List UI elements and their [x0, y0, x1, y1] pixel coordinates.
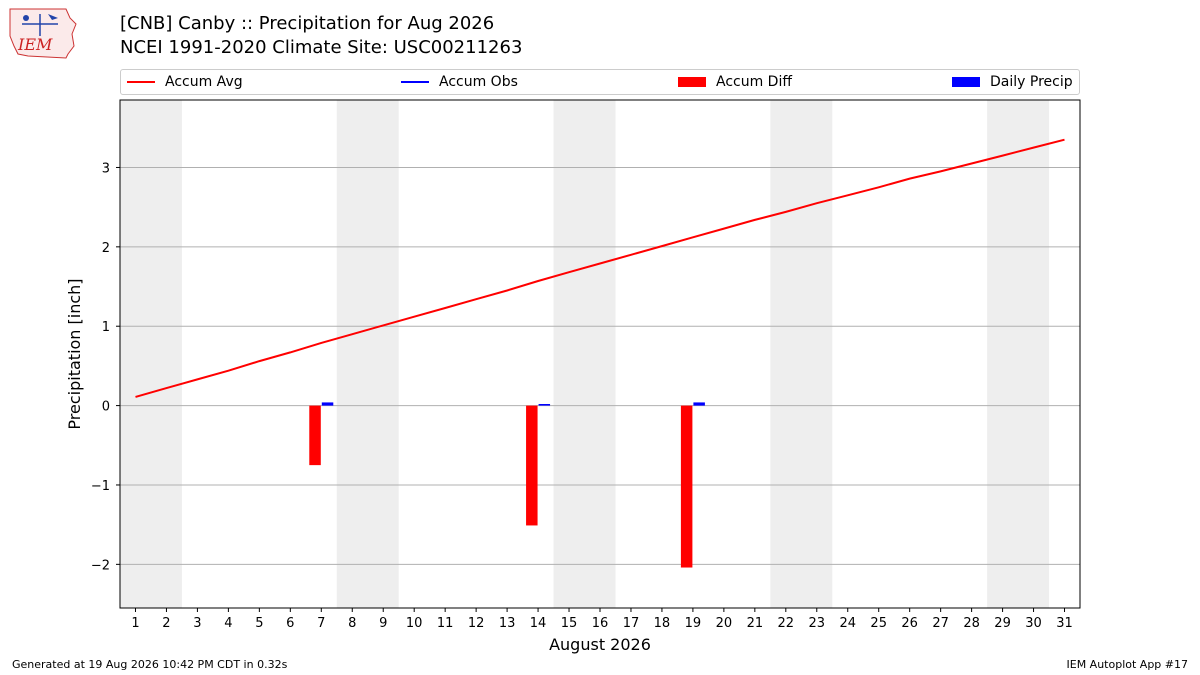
- weekend-shade-4: [770, 100, 833, 608]
- x-tick-label-11: 11: [437, 616, 454, 631]
- x-tick-label-17: 17: [623, 616, 640, 631]
- legend-label-daily-precip: Daily Precip: [990, 74, 1073, 90]
- x-tick-label-3: 3: [193, 616, 201, 631]
- accum-avg-line: [135, 138, 1065, 398]
- weekend-shade-5: [987, 100, 1050, 608]
- accum-diff-bar-19: [680, 405, 693, 568]
- x-tick-label-29: 29: [994, 616, 1011, 631]
- x-tick-label-22: 22: [778, 616, 795, 631]
- legend-swatch-accum-obs: [401, 81, 429, 83]
- x-tick-label-2: 2: [162, 616, 170, 631]
- y-tick-label-3: 3: [102, 161, 110, 176]
- x-tick-label-6: 6: [286, 616, 294, 631]
- legend-label-accum-diff: Accum Diff: [716, 74, 793, 90]
- legend-label-accum-avg: Accum Avg: [165, 74, 243, 90]
- legend-item-daily-precip: Daily Precip: [952, 70, 1073, 94]
- daily-precip-bar-14: [538, 404, 551, 406]
- chart-subtitle: NCEI 1991-2020 Climate Site: USC00211263: [120, 37, 523, 58]
- y-tick-label--2: −2: [91, 558, 110, 573]
- iem-logo: IEM: [9, 8, 77, 59]
- y-tick-label-0: 0: [102, 400, 110, 415]
- x-tick-label-25: 25: [870, 616, 887, 631]
- y-tick-label-2: 2: [102, 241, 110, 256]
- x-tick-label-15: 15: [561, 616, 578, 631]
- daily-precip-bar-7: [321, 402, 334, 406]
- x-tick-label-31: 31: [1056, 616, 1073, 631]
- x-tick-label-24: 24: [839, 616, 856, 631]
- x-tick-label-18: 18: [654, 616, 671, 631]
- footer-generated: Generated at 19 Aug 2026 10:42 PM CDT in…: [12, 658, 288, 671]
- x-axis-label: August 2026: [549, 635, 651, 654]
- y-tick-label--1: −1: [91, 479, 110, 494]
- x-tick-label-1: 1: [131, 616, 139, 631]
- footer-app-id: IEM Autoplot App #17: [1066, 658, 1189, 671]
- x-tick-label-20: 20: [716, 616, 733, 631]
- legend-label-accum-obs: Accum Obs: [439, 74, 518, 90]
- x-tick-label-7: 7: [317, 616, 325, 631]
- x-tick-label-12: 12: [468, 616, 485, 631]
- daily-precip-bar-19: [693, 402, 705, 406]
- legend-swatch-accum-diff: [678, 77, 706, 87]
- legend-swatch-daily-precip: [952, 77, 980, 87]
- x-tick-label-30: 30: [1025, 616, 1042, 631]
- x-tick-label-28: 28: [963, 616, 980, 631]
- x-tick-label-5: 5: [255, 616, 263, 631]
- x-tick-label-9: 9: [379, 616, 387, 631]
- chart-title: [CNB] Canby :: Precipitation for Aug 202…: [120, 13, 495, 34]
- x-tick-label-27: 27: [932, 616, 949, 631]
- y-tick-label-1: 1: [102, 320, 110, 335]
- x-tick-label-4: 4: [224, 616, 232, 631]
- legend-item-accum-avg: Accum Avg: [127, 70, 243, 94]
- logo-text: IEM: [17, 35, 53, 54]
- weekend-shade-2: [336, 100, 399, 608]
- accum-diff-bar-7: [309, 405, 321, 466]
- x-tick-label-21: 21: [747, 616, 764, 631]
- accum-diff-bar-14: [526, 405, 538, 526]
- x-tick-label-16: 16: [592, 616, 609, 631]
- x-tick-label-23: 23: [809, 616, 826, 631]
- x-tick-label-10: 10: [406, 616, 423, 631]
- x-tick-label-19: 19: [685, 616, 702, 631]
- x-tick-label-8: 8: [348, 616, 356, 631]
- x-tick-label-26: 26: [901, 616, 918, 631]
- legend-item-accum-diff: Accum Diff: [678, 70, 792, 94]
- legend-item-accum-obs: Accum Obs: [401, 70, 518, 94]
- x-tick-label-14: 14: [530, 616, 547, 631]
- weekend-shade-3: [553, 100, 616, 608]
- x-tick-label-13: 13: [499, 616, 516, 631]
- legend-swatch-accum-avg: [127, 81, 155, 83]
- weekend-shade-1: [120, 100, 182, 608]
- legend: Accum Avg Accum Obs Accum Diff Daily Pre…: [120, 69, 1080, 95]
- y-axis-label: Precipitation [inch]: [65, 278, 84, 429]
